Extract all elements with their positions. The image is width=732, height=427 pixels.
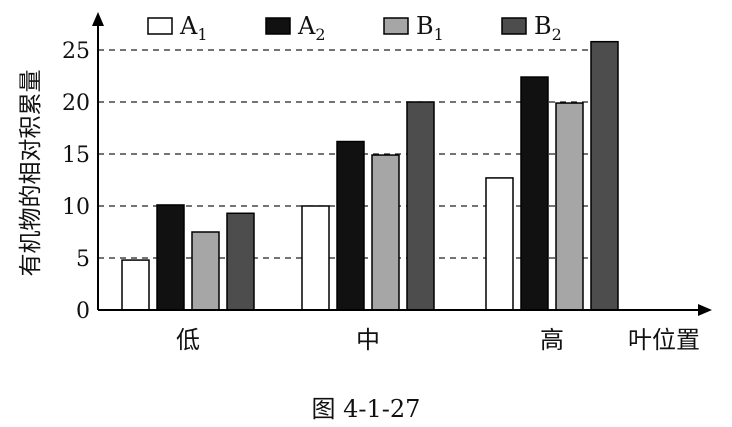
y-axis-arrow: [92, 12, 104, 26]
bar-A1-0: [121, 259, 150, 311]
bar-A1-1: [301, 205, 330, 311]
category-label: 低: [176, 326, 200, 354]
axes: [92, 12, 712, 316]
legend-swatch: [383, 17, 409, 35]
bar-A1-2: [485, 177, 514, 311]
bar-B1-1: [371, 154, 400, 311]
category-labels: 低中高: [176, 326, 564, 354]
y-tick-label: 20: [62, 91, 90, 116]
y-tick-label: 5: [76, 247, 90, 272]
bar-A2-2: [520, 76, 549, 311]
category-label: 高: [540, 326, 564, 354]
y-tick-label: 10: [62, 195, 90, 220]
figure-caption: 图 4-1-27: [312, 395, 421, 423]
bar-B1-2: [555, 102, 584, 311]
y-tick-label: 15: [62, 143, 90, 168]
x-axis-title: 叶位置: [628, 326, 700, 354]
bars: [121, 40, 619, 311]
legend-label: B2: [534, 12, 562, 44]
bar-B2-1: [406, 101, 435, 311]
legend-label: B1: [416, 12, 444, 44]
legend-swatch: [147, 17, 173, 35]
legend-swatch: [501, 17, 527, 35]
bar-A2-1: [336, 140, 365, 311]
legend-swatch: [265, 17, 291, 35]
y-tick-label: 25: [62, 39, 90, 64]
bar-A2-0: [156, 204, 185, 311]
y-tick-labels: 0 5 10 15 20 25: [62, 39, 90, 324]
bar-B2-2: [590, 40, 619, 311]
bar-B2-0: [226, 212, 255, 311]
legend-label: A2: [297, 12, 326, 44]
bar-B1-0: [191, 231, 220, 311]
y-axis-title: 有机物的相对积累量: [18, 70, 44, 277]
legend-label: A1: [179, 12, 208, 44]
legend: A1 A2 B1 B2: [147, 12, 562, 44]
category-label: 中: [356, 326, 380, 354]
y-tick-label: 0: [76, 299, 90, 324]
x-axis-arrow: [698, 304, 712, 316]
